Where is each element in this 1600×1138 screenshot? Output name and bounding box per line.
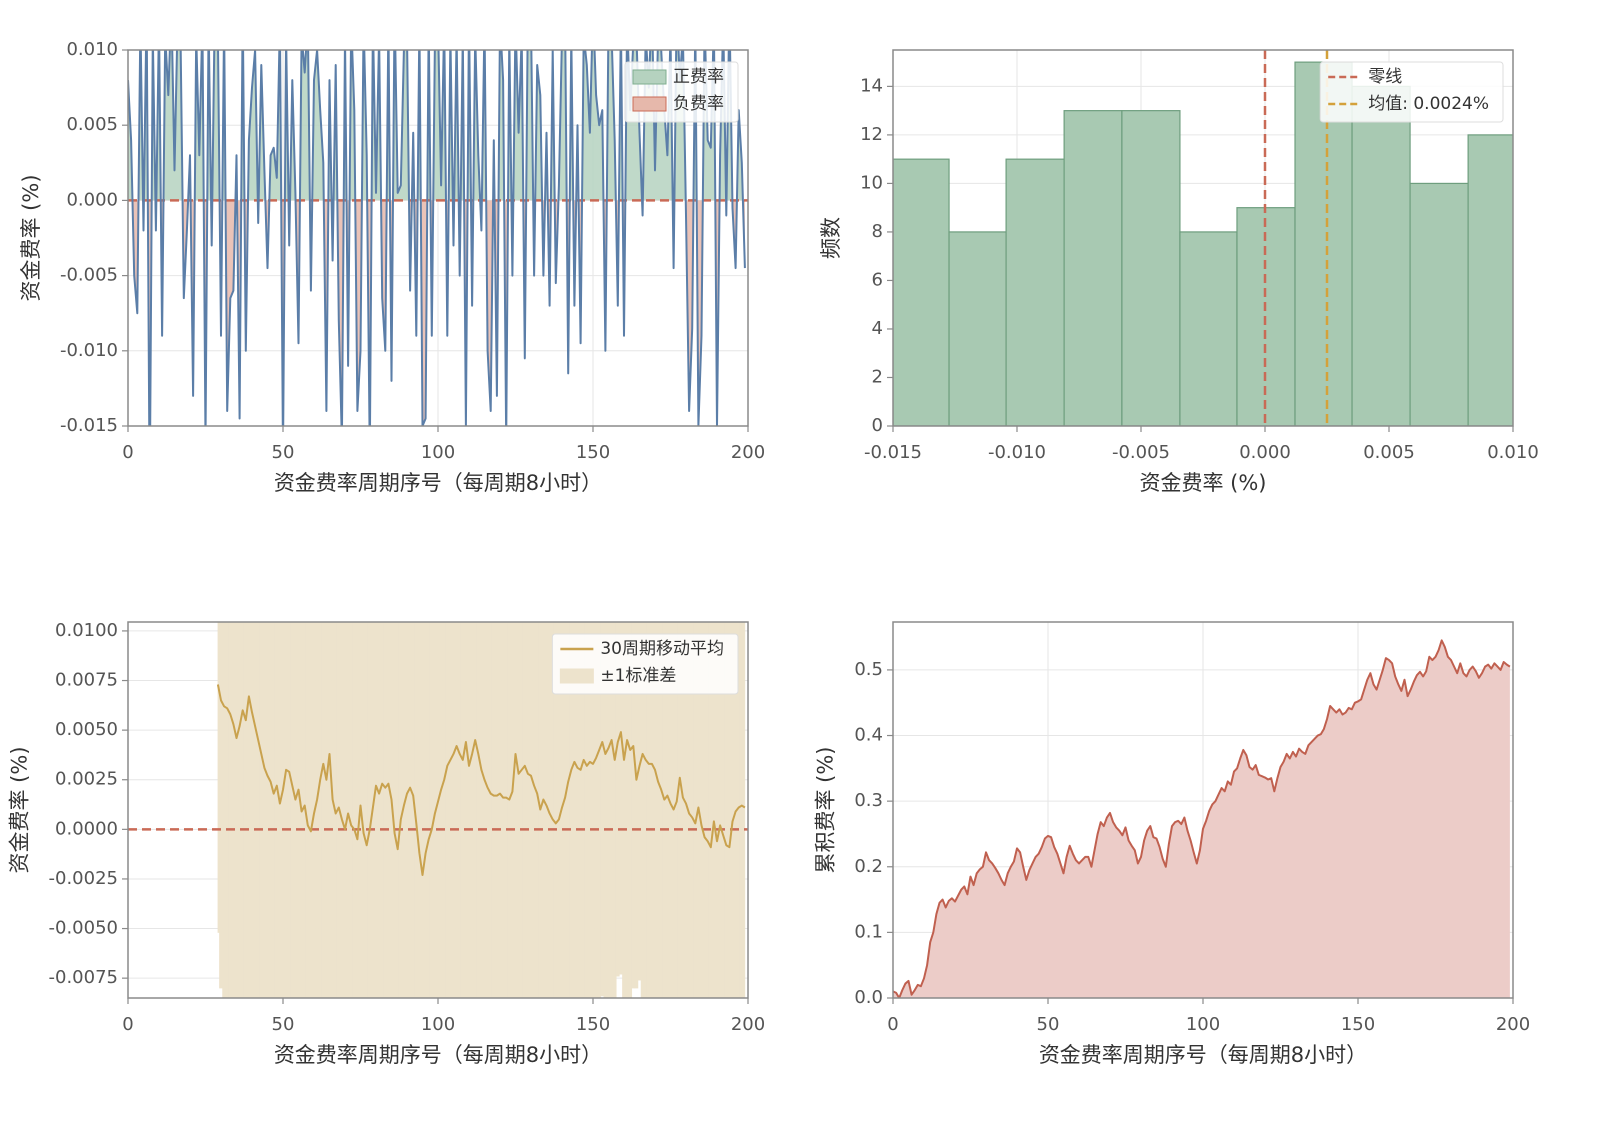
histogram-bar bbox=[893, 158, 950, 426]
x-tick-label: 0 bbox=[122, 1014, 133, 1035]
fill-group bbox=[128, 50, 743, 201]
y-tick-label: 0.0025 bbox=[55, 769, 118, 790]
x-tick-label: 0 bbox=[887, 1014, 898, 1035]
y-axis-label: 累积费率 (%) bbox=[813, 746, 837, 873]
legend-swatch bbox=[632, 96, 667, 112]
histogram-bar bbox=[1351, 85, 1411, 426]
y-tick-label: 0.0100 bbox=[55, 620, 118, 641]
x-axis-label: 资金费率周期序号（每周期8小时） bbox=[1039, 1043, 1367, 1067]
legend-box bbox=[1319, 61, 1504, 123]
legend-swatch bbox=[632, 69, 667, 85]
y-tick-label: 0.4 bbox=[854, 725, 883, 746]
y-axis-label: 资金费率 (%) bbox=[19, 174, 43, 301]
histogram-bar bbox=[948, 231, 1007, 426]
y-tick-label: 0.0000 bbox=[55, 818, 118, 839]
x-tick-label: 50 bbox=[1037, 1014, 1060, 1035]
x-tick-label: 0 bbox=[122, 442, 133, 463]
fill-area bbox=[128, 50, 743, 201]
series-line bbox=[216, 684, 746, 876]
x-axis-label: 资金费率 (%) bbox=[1139, 471, 1266, 495]
x-tick-label: 0.000 bbox=[1239, 442, 1291, 463]
plot-area bbox=[893, 639, 1511, 998]
y-tick-label: -0.0050 bbox=[49, 918, 118, 939]
x-tick-label: 50 bbox=[272, 1014, 295, 1035]
legend-box bbox=[551, 633, 739, 695]
y-tick-label: 10 bbox=[860, 172, 883, 193]
y-tick-label: 2 bbox=[872, 366, 883, 387]
y-tick-label: 0.2 bbox=[854, 856, 883, 877]
plot-area bbox=[893, 50, 1513, 426]
y-tick-label: 4 bbox=[872, 318, 883, 339]
legend-label: 负费率 bbox=[673, 94, 724, 114]
x-tick-label: 100 bbox=[1186, 1014, 1220, 1035]
y-tick-label: 0.1 bbox=[854, 921, 883, 942]
x-tick-label: -0.005 bbox=[1112, 442, 1170, 463]
histogram-bar bbox=[1294, 61, 1353, 426]
plot-area bbox=[128, 622, 748, 998]
x-tick-label: 200 bbox=[1496, 1014, 1530, 1035]
y-tick-label: 0.000 bbox=[66, 189, 118, 210]
x-axis-label: 资金费率周期序号（每周期8小时） bbox=[274, 1043, 602, 1067]
y-axis-label: 资金费率 (%) bbox=[8, 746, 32, 873]
histogram-bar bbox=[1409, 182, 1469, 426]
y-tick-label: 0.005 bbox=[66, 114, 118, 135]
cumulative-area bbox=[893, 640, 1510, 998]
y-tick-label: 0 bbox=[872, 415, 883, 436]
y-tick-label: 0.0 bbox=[854, 987, 883, 1008]
y-tick-label: -0.0075 bbox=[49, 967, 118, 988]
series-line bbox=[128, 50, 746, 426]
legend-label: 30周期移动平均 bbox=[600, 639, 724, 659]
y-tick-label: 6 bbox=[872, 269, 883, 290]
x-tick-label: 200 bbox=[731, 442, 765, 463]
x-tick-label: 200 bbox=[731, 1014, 765, 1035]
y-tick-label: 0.0050 bbox=[55, 719, 118, 740]
y-tick-label: 8 bbox=[872, 221, 883, 242]
y-tick-label: -0.0025 bbox=[49, 868, 118, 889]
legend-label: ±1标准差 bbox=[600, 666, 676, 686]
y-tick-label: 14 bbox=[860, 75, 883, 96]
y-axis-label: 频数 bbox=[819, 217, 843, 259]
y-tick-label: 0.010 bbox=[66, 39, 118, 60]
plot-area bbox=[128, 50, 748, 426]
axes-frame bbox=[892, 49, 1514, 427]
y-tick-label: 0.5 bbox=[854, 659, 883, 680]
x-tick-label: 150 bbox=[576, 1014, 610, 1035]
legend-label: 零线 bbox=[1368, 67, 1402, 87]
x-axis-label: 资金费率周期序号（每周期8小时） bbox=[274, 471, 602, 495]
legend-label: 均值: 0.0024% bbox=[1368, 94, 1489, 114]
x-tick-label: 50 bbox=[272, 442, 295, 463]
y-tick-label: 0.3 bbox=[854, 790, 883, 811]
x-tick-label: 150 bbox=[576, 442, 610, 463]
histogram-bar bbox=[1005, 158, 1065, 426]
x-tick-label: 0.010 bbox=[1487, 442, 1539, 463]
y-tick-label: -0.015 bbox=[60, 415, 118, 436]
histogram-bar bbox=[1467, 134, 1513, 426]
histogram-bar bbox=[1121, 110, 1181, 426]
x-tick-label: 150 bbox=[1341, 1014, 1375, 1035]
legend-label: 正费率 bbox=[673, 67, 724, 87]
y-tick-label: 12 bbox=[860, 124, 883, 145]
x-tick-label: 0.005 bbox=[1363, 442, 1415, 463]
histogram-bar bbox=[1063, 110, 1123, 426]
x-tick-label: 100 bbox=[421, 442, 455, 463]
y-tick-label: 0.0075 bbox=[55, 670, 118, 691]
legend-swatch bbox=[559, 668, 594, 684]
x-tick-label: -0.015 bbox=[864, 442, 922, 463]
x-tick-label: 100 bbox=[421, 1014, 455, 1035]
y-tick-label: -0.005 bbox=[60, 265, 118, 286]
cumulative-line bbox=[893, 639, 1511, 998]
y-tick-label: -0.010 bbox=[60, 340, 118, 361]
histogram-bar bbox=[1179, 231, 1238, 426]
x-tick-label: -0.010 bbox=[988, 442, 1046, 463]
